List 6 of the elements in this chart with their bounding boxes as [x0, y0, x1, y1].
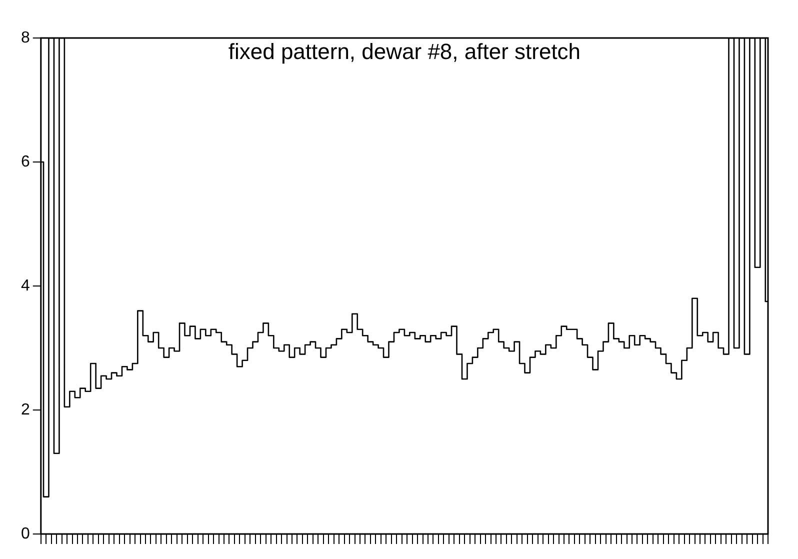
- y-tick-label: 8: [20, 29, 30, 46]
- y-tick-label: 4: [20, 277, 30, 294]
- y-tick-label: 6: [20, 153, 30, 170]
- y-tick-label: 0: [20, 525, 30, 542]
- chart-title: fixed pattern, dewar #8, after stretch: [228, 39, 581, 64]
- y-tick-label: 2: [20, 401, 30, 418]
